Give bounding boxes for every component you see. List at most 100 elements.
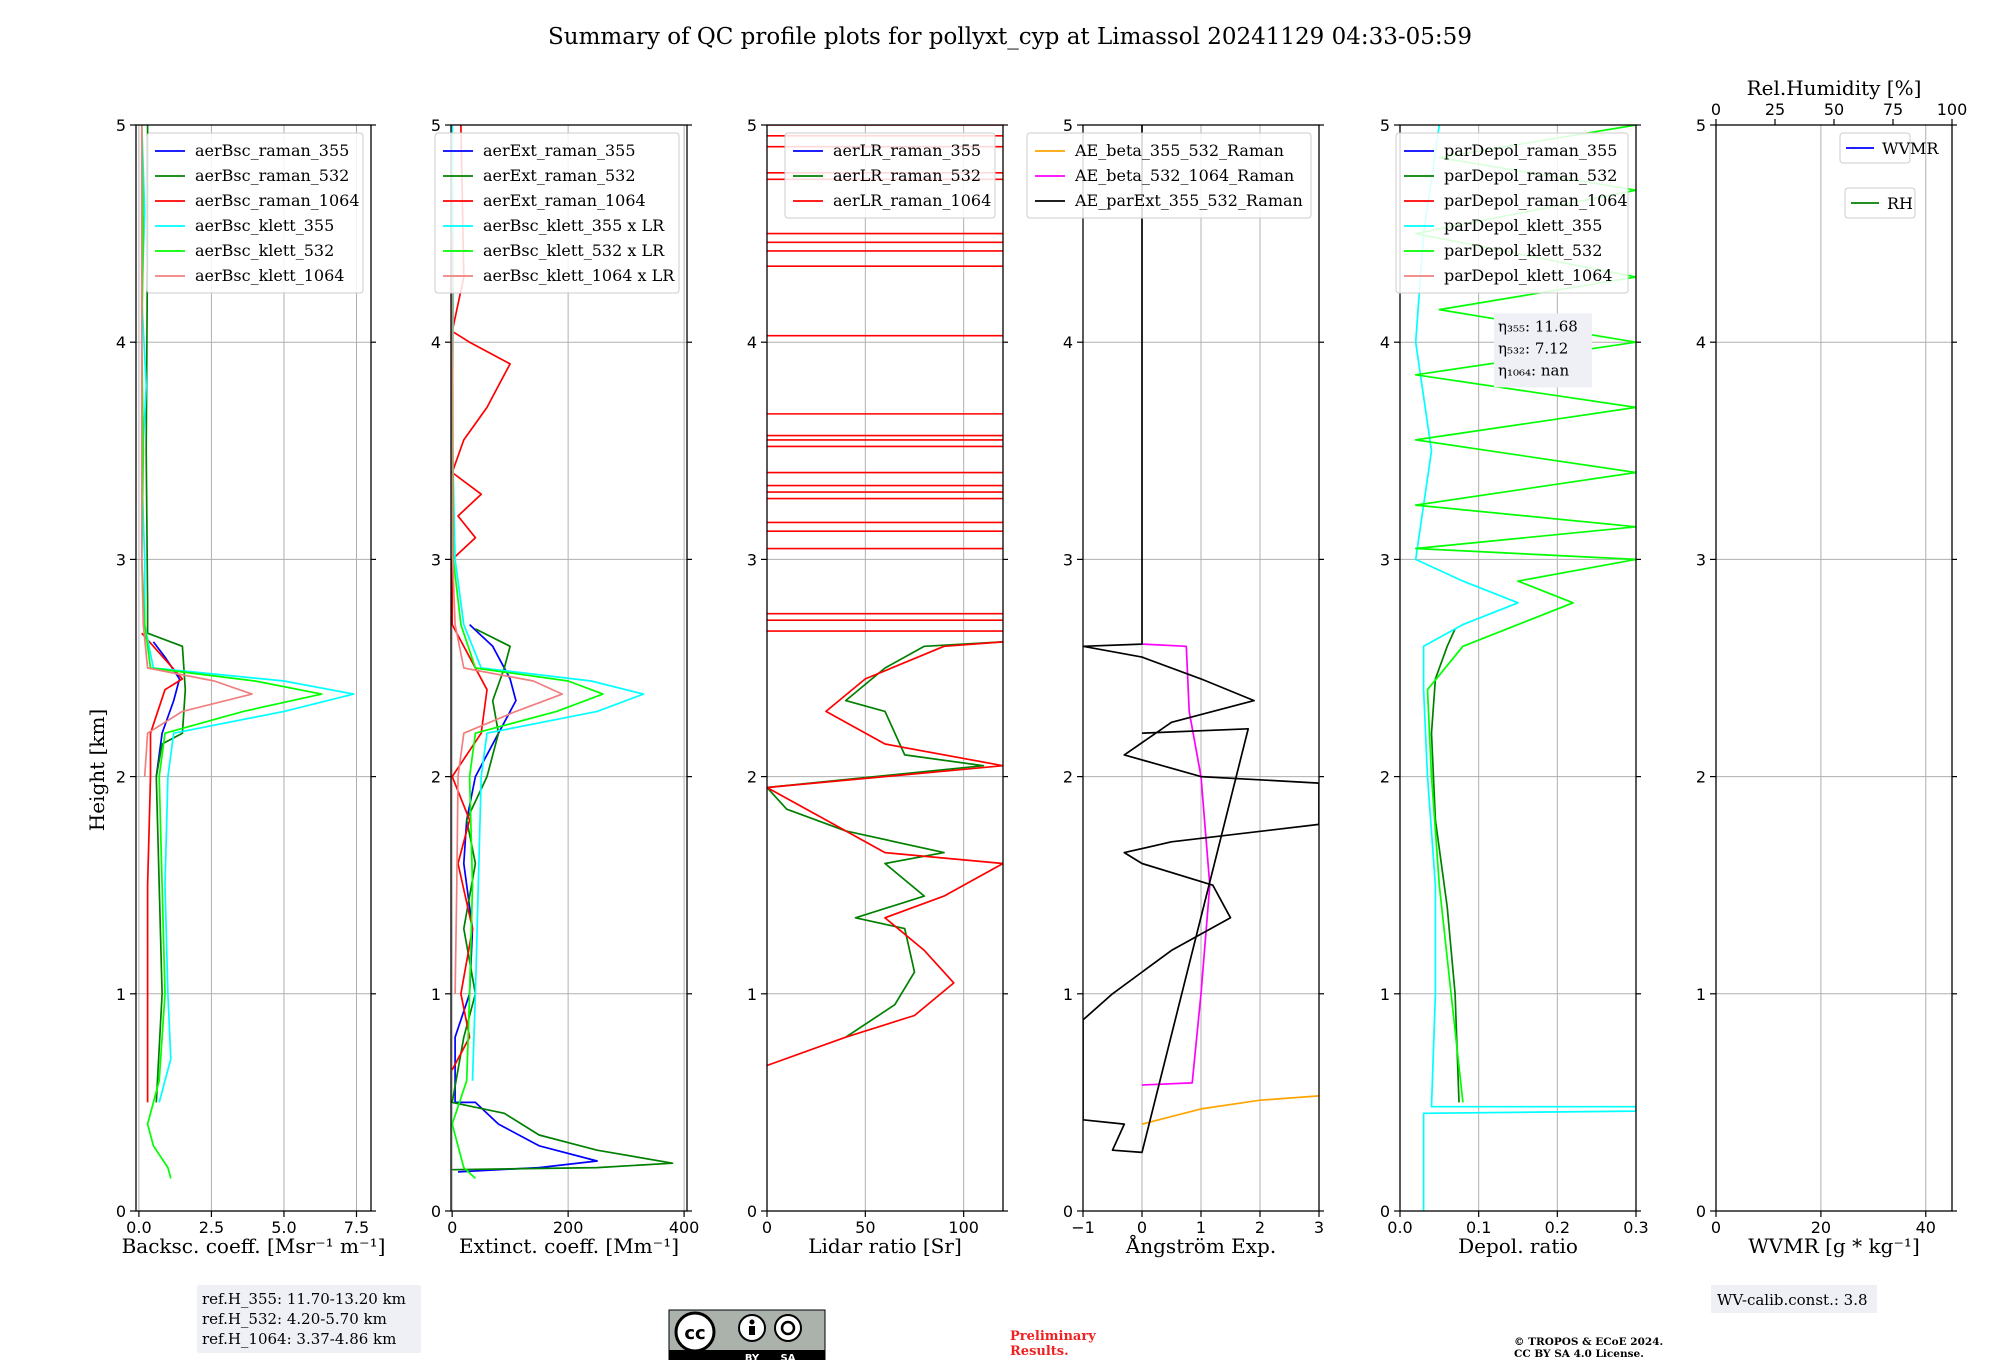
- ytick-label: 2: [116, 768, 126, 787]
- series-AE_beta_532_1064_Raman: [1141, 643, 1211, 1086]
- panel-ext: 0 200 400 0 1 2 3 4 5 Extinct. coeff. [Mm⁻¹] aerEx…: [431, 116, 700, 1258]
- legend-box: [434, 132, 680, 294]
- top-xlabel: Rel.Humidity [%]: [1747, 76, 1922, 100]
- legend-box: [1395, 132, 1629, 294]
- ytick-label: 1: [116, 985, 126, 1004]
- ytick-label: 5: [1063, 116, 1073, 135]
- ref-height-1064: ref.H_1064: 3.37-4.86 km: [202, 1330, 396, 1348]
- ytick-label: 4: [1696, 333, 1706, 352]
- xtick-label: 40: [1916, 1218, 1936, 1237]
- ytick-label: 4: [1063, 333, 1073, 352]
- series-AE_beta_355_532_Raman: [1141, 1095, 1319, 1125]
- series-aerBsc_raman_355: [152, 641, 181, 777]
- series-parDepol_klett_355: [1414, 125, 1636, 1211]
- xlabel: Backsc. coeff. [Msr⁻¹ m⁻¹]: [122, 1234, 386, 1258]
- ytick-label: 1: [1380, 985, 1390, 1004]
- eta-label: η₁₀₆₄: nan: [1498, 361, 1569, 379]
- series-aerBsc_raman_1064: [141, 632, 184, 1103]
- xtick-label: 0: [1711, 1218, 1721, 1237]
- top-xtick-label: 0: [1711, 100, 1721, 119]
- legend-label: aerExt_raman_1064: [483, 191, 646, 210]
- ytick-label: 3: [431, 550, 441, 569]
- legend-label: AE_beta_532_1064_Raman: [1074, 166, 1294, 185]
- ytick-label: 4: [116, 333, 126, 352]
- ytick-label: 5: [1696, 116, 1706, 135]
- eta-label: η₃₅₅: 11.68: [1498, 317, 1578, 335]
- legend-label: aerExt_raman_532: [483, 166, 636, 185]
- ref-height-355: ref.H_355: 11.70-13.20 km: [202, 1290, 406, 1308]
- figure-title: Summary of QC profile plots for pollyxt_…: [548, 24, 1472, 50]
- ytick-label: 5: [747, 116, 757, 135]
- legend-label: aerLR_raman_1064: [833, 191, 991, 210]
- legend-label: aerBsc_klett_355 x LR: [483, 216, 665, 235]
- ytick-label: 0: [1380, 1202, 1390, 1221]
- svg-text:cc: cc: [684, 1323, 705, 1344]
- top-xtick-label: 50: [1824, 100, 1844, 119]
- legend-box: [1844, 187, 1916, 219]
- ref-height-box: ref.H_355: 11.70-13.20 km ref.H_532: 4.2…: [197, 1285, 421, 1353]
- ytick-label: 2: [1063, 768, 1073, 787]
- ytick-label: 2: [1380, 768, 1390, 787]
- legend-box: [1839, 132, 1911, 164]
- series-aerBsc_raman_532: [145, 125, 187, 1103]
- legend-label: parDepol_klett_532: [1444, 241, 1602, 260]
- ytick-label: 2: [1696, 768, 1706, 787]
- ytick-label: 0: [1696, 1202, 1706, 1221]
- legend-box: [784, 132, 996, 219]
- axes-frame: [1399, 124, 1637, 1212]
- ytick-label: 1: [747, 985, 757, 1004]
- top-xtick-label: 100: [1937, 100, 1968, 119]
- series-aerBsc_klett_355: [140, 125, 355, 1103]
- ytick-label: 1: [1063, 985, 1073, 1004]
- series-aerExt_raman_1064: [451, 125, 511, 1071]
- legend-label: aerBsc_raman_355: [195, 141, 349, 160]
- ytick-label: 2: [747, 768, 757, 787]
- sa-icon: [774, 1314, 802, 1342]
- xtick-label: 0.0: [126, 1218, 151, 1237]
- xtick-label: 0.1: [1466, 1218, 1491, 1237]
- ytick-label: 5: [431, 116, 441, 135]
- copyright-line-1: © TROPOS & ECoE 2024.: [1514, 1336, 1663, 1348]
- preliminary-line-1: Preliminary: [1010, 1329, 1096, 1344]
- copyright-line-2: CC BY SA 4.0 License.: [1514, 1348, 1644, 1360]
- ytick-label: 3: [747, 550, 757, 569]
- axes-frame: [766, 124, 1004, 1212]
- ytick-label: 5: [116, 116, 126, 135]
- ytick-label: 3: [116, 550, 126, 569]
- ytick-label: 2: [431, 768, 441, 787]
- cc-badge-sa: SA: [781, 1353, 796, 1360]
- ytick-label: 4: [1380, 333, 1390, 352]
- ytick-label: 3: [1063, 550, 1073, 569]
- legend-label: parDepol_raman_1064: [1444, 191, 1628, 210]
- xtick-label: 0: [1137, 1218, 1147, 1237]
- xtick-label: 3: [1314, 1218, 1324, 1237]
- xtick-label: 0: [762, 1218, 772, 1237]
- series-AE_parExt_355_532_Raman: [1083, 125, 1319, 1154]
- preliminary-line-2: Results.: [1010, 1344, 1069, 1359]
- xtick-label: 0.0: [1387, 1218, 1412, 1237]
- xtick-label: 2: [1255, 1218, 1265, 1237]
- xtick-label: 7.5: [344, 1218, 369, 1237]
- series-aerBsc_klett_1064 x LR: [451, 233, 564, 994]
- legend-label: parDepol_klett_355: [1444, 216, 1602, 235]
- legend-label: AE_parExt_355_532_Raman: [1074, 191, 1303, 210]
- legend-box: [1026, 132, 1312, 219]
- axes-frame: [1715, 124, 1953, 1212]
- series-aerExt_raman_532: [451, 628, 674, 1171]
- panel-bsc: 0.0 2.5 5.0 7.5 0 1 2 3 4 5 Backsc. coeff. [Msr⁻¹ …: [116, 116, 386, 1258]
- legend-label: aerLR_raman_355: [833, 141, 981, 160]
- legend-label: aerBsc_klett_1064 x LR: [483, 266, 675, 285]
- xtick-label: 5.0: [271, 1218, 296, 1237]
- xtick-label: 0.3: [1623, 1218, 1648, 1237]
- series-aerLR_raman_532: [767, 641, 1003, 1038]
- cc-badge-by: BY: [745, 1353, 760, 1360]
- legend-label: aerBsc_klett_532 x LR: [483, 241, 665, 260]
- xtick-label: 100: [948, 1218, 979, 1237]
- legend-label: aerBsc_raman_1064: [195, 191, 360, 210]
- xtick-label: 200: [553, 1218, 584, 1237]
- legend-label: aerBsc_klett_1064: [195, 266, 344, 285]
- xlabel: WVMR [g * kg⁻¹]: [1748, 1234, 1920, 1258]
- xtick-label: −1: [1071, 1218, 1095, 1237]
- ytick-label: 0: [1063, 1202, 1073, 1221]
